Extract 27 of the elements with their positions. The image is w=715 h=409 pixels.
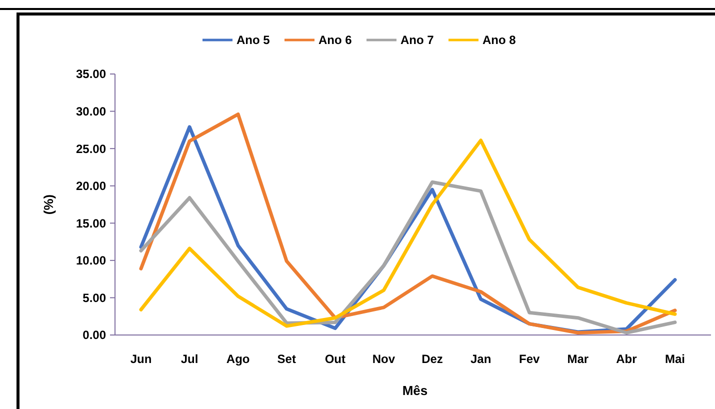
x-tick-label: Mar (567, 352, 589, 366)
y-tick-label: 5.00 (82, 290, 106, 305)
x-axis-title: Mês (402, 383, 428, 398)
legend-label: Ano 8 (482, 33, 516, 48)
x-tick-label: Fev (519, 352, 540, 366)
y-tick-label: 0.00 (82, 328, 106, 342)
line-series (139, 180, 677, 335)
x-tick-label: Dez (422, 352, 443, 366)
y-tick-label: 20.00 (76, 179, 106, 194)
x-tick-label: Set (277, 352, 296, 366)
x-tick-label: Mai (664, 352, 686, 366)
y-axis-title: (%) (41, 194, 56, 215)
x-tick-label: Abr (616, 352, 638, 366)
x-tick-label: Jun (130, 352, 152, 366)
y-tick-label: 15.00 (76, 216, 106, 230)
legend-label: Ano 7 (400, 33, 434, 48)
y-tick-label: 35.00 (76, 67, 106, 82)
y-tick-label: 30.00 (76, 104, 106, 118)
y-tick-label: 25.00 (76, 142, 106, 156)
x-tick-label: Jan (470, 352, 492, 366)
x-tick-label: Out (324, 352, 346, 366)
legend-label: Ano 6 (318, 33, 352, 48)
x-tick-label: Nov (372, 352, 396, 366)
y-tick-label: 10.00 (76, 254, 106, 268)
x-tick-label: Jul (180, 352, 198, 366)
legend-label: Ano 5 (236, 33, 270, 48)
x-tick-label: Ago (226, 352, 250, 366)
